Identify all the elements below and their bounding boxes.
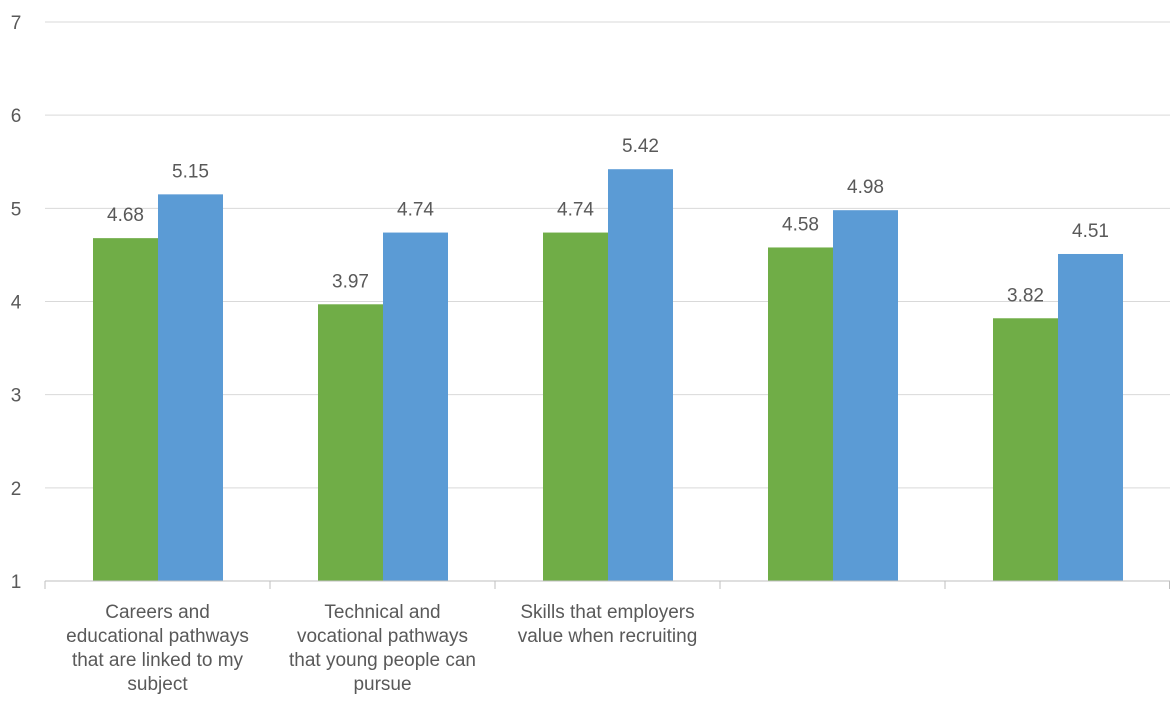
y-tick-label: 5 xyxy=(11,199,22,220)
x-axis xyxy=(44,580,1170,589)
y-tick-label: 1 xyxy=(11,572,22,593)
y-axis-tick-labels: 1 2 3 4 5 6 7 xyxy=(11,13,22,593)
y-tick-label: 2 xyxy=(11,479,22,500)
data-label: 4.68 xyxy=(107,205,144,226)
category-label-line: Skills that employers xyxy=(520,602,694,623)
category-label-line: value when recruiting xyxy=(518,626,698,647)
bar xyxy=(158,194,223,581)
category-label-line: Technical and xyxy=(324,602,440,623)
category-label-line: pursue xyxy=(353,674,411,695)
category-label-line: vocational pathways xyxy=(297,626,468,647)
y-tick-label: 4 xyxy=(11,293,22,314)
category-label-line: subject xyxy=(127,674,188,695)
category-label: Careers and educational pathways that are … xyxy=(66,602,249,695)
category-label-line: educational pathways xyxy=(66,626,249,647)
bar xyxy=(383,232,448,581)
bar xyxy=(318,304,383,581)
data-label: 4.98 xyxy=(847,177,884,198)
data-label: 3.82 xyxy=(1007,285,1044,306)
data-label: 3.97 xyxy=(332,271,369,292)
data-label: 5.42 xyxy=(622,136,659,157)
data-label: 4.74 xyxy=(557,200,594,221)
category-label: Skills that employers value when recruiti… xyxy=(518,602,698,647)
bars xyxy=(93,169,1123,582)
data-label: 4.74 xyxy=(397,200,434,221)
category-label-line: that young people can xyxy=(289,650,476,671)
category-label-line: that are linked to my xyxy=(72,650,244,671)
bar xyxy=(93,238,158,581)
bar xyxy=(993,318,1058,581)
data-label: 4.51 xyxy=(1072,221,1109,242)
y-tick-label: 6 xyxy=(11,106,22,127)
y-tick-label: 3 xyxy=(11,386,22,407)
bar xyxy=(768,247,833,582)
category-labels: Careers and educational pathways that are … xyxy=(66,602,697,695)
data-label: 5.15 xyxy=(172,161,209,182)
bar xyxy=(1058,253,1123,582)
bar xyxy=(833,210,898,582)
category-label: Technical and vocational pathways that you… xyxy=(289,602,476,695)
bar xyxy=(543,232,608,581)
category-label-line: Careers and xyxy=(105,602,210,623)
data-label: 4.58 xyxy=(782,214,819,235)
bar xyxy=(608,169,673,581)
data-labels: 4.68 3.97 4.74 4.58 3.82 5.15 4.74 5.42 4.98 4.51 xyxy=(107,136,1109,306)
y-tick-label: 7 xyxy=(11,13,22,34)
